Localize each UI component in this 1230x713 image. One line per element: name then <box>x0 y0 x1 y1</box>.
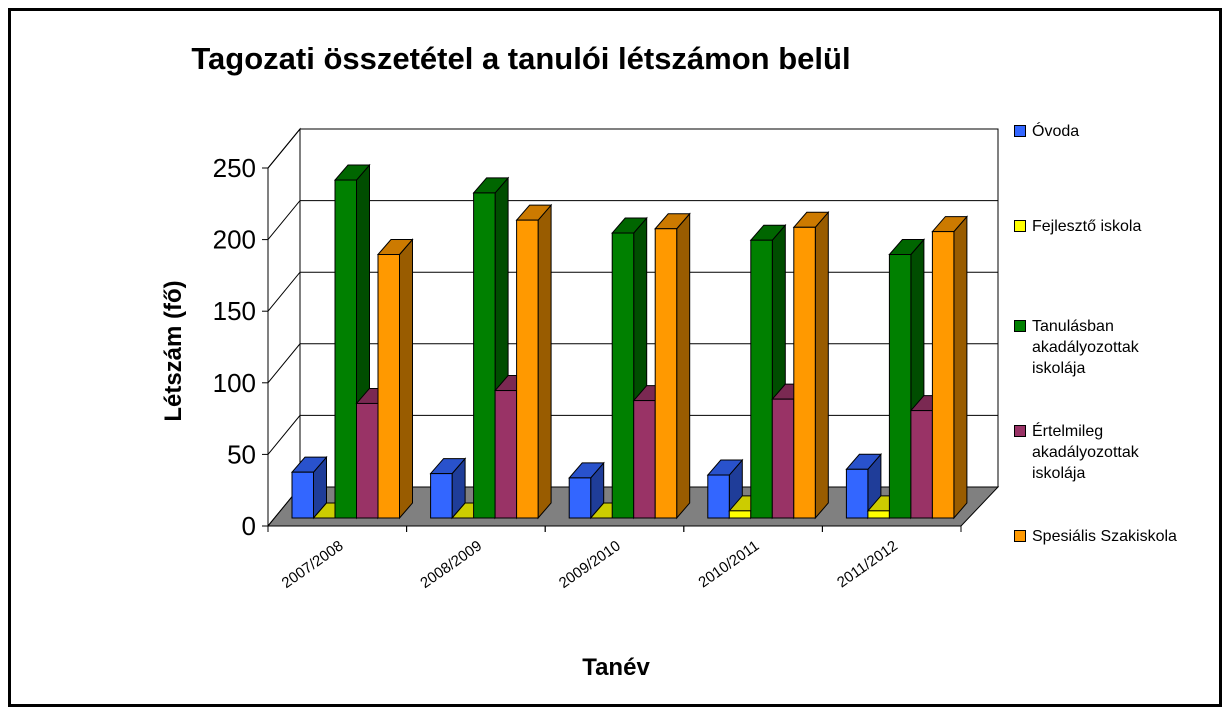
bar-side <box>814 210 829 520</box>
legend-item: Spesiális Szakiskola <box>1014 526 1219 547</box>
y-tick-label: 200 <box>213 225 256 255</box>
bar <box>888 254 912 519</box>
x-tick-label: 2009/2010 <box>556 537 624 592</box>
bar-side <box>399 238 413 520</box>
bar <box>845 468 869 519</box>
y-tick-label: 100 <box>213 368 256 398</box>
legend-swatch <box>1014 220 1026 232</box>
chart: Tagozati összetétel a tanulói létszámon … <box>160 41 1000 681</box>
bar <box>291 471 314 519</box>
legend-item: Értelmileg akadályozottak iskolája <box>1014 421 1144 484</box>
x-tick-label: 2008/2009 <box>417 537 485 592</box>
y-tick-label: 150 <box>213 296 256 326</box>
bar <box>611 232 635 519</box>
x-tick-label: 2011/2012 <box>834 537 901 591</box>
side-wall <box>267 127 301 528</box>
legend-label: Óvoda <box>1032 123 1080 140</box>
y-tick-label: 0 <box>242 511 256 541</box>
x-tick-label: 2010/2011 <box>695 537 762 591</box>
bar <box>377 254 400 519</box>
legend-label: Spesiális Szakiskola <box>1032 528 1177 545</box>
bar-side <box>953 215 968 520</box>
chart-frame: Tagozati összetétel a tanulói létszámon … <box>8 8 1222 707</box>
x-tick-label: 2007/2008 <box>279 537 347 592</box>
legend-swatch <box>1014 320 1026 332</box>
bar <box>707 474 730 519</box>
legend-swatch <box>1014 425 1026 437</box>
legend-item: Fejlesztő iskola <box>1014 216 1144 237</box>
legend-swatch <box>1014 530 1026 542</box>
bar <box>633 400 656 519</box>
bar <box>654 228 678 519</box>
bar <box>793 226 816 519</box>
bar <box>494 390 518 519</box>
y-axis-title: Létszám (fő) <box>160 280 187 421</box>
bar <box>356 402 379 519</box>
bar <box>473 192 496 519</box>
bar <box>931 231 955 519</box>
bar <box>750 239 773 519</box>
bar <box>771 398 795 519</box>
bar <box>430 473 453 519</box>
bar-side <box>537 203 552 520</box>
chart-title: Tagozati összetétel a tanulói létszámon … <box>191 41 850 76</box>
bar <box>568 477 592 519</box>
bar-side <box>676 212 691 520</box>
y-tick-label: 50 <box>227 439 256 469</box>
bar <box>728 510 752 519</box>
bar <box>867 510 890 519</box>
bar <box>910 410 933 519</box>
bar <box>334 179 357 519</box>
legend-label: Tanulásban akadályozottak iskolája <box>1032 318 1139 377</box>
x-axis-title: Tanév <box>582 654 650 681</box>
grid-line <box>267 200 998 240</box>
legend-swatch <box>1014 125 1026 137</box>
grid-line <box>267 128 998 169</box>
legend-label: Fejlesztő iskola <box>1032 218 1142 235</box>
y-tick-label: 250 <box>213 153 256 183</box>
legend-label: Értelmileg akadályozottak iskolája <box>1032 423 1139 482</box>
legend-item: Tanulásban akadályozottak iskolája <box>1014 316 1144 379</box>
bar <box>516 219 539 519</box>
legend-item: Óvoda <box>1014 121 1144 142</box>
